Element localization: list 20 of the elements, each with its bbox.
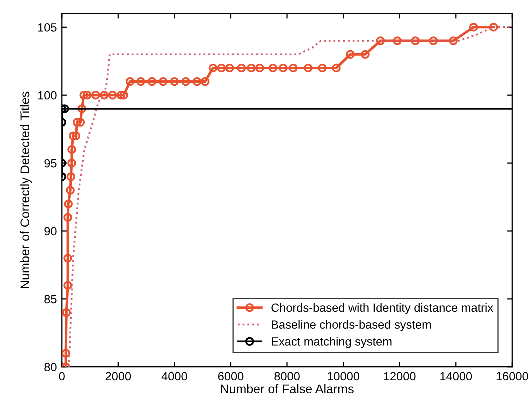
x-tick-label: 16000 (496, 372, 528, 381)
y-axis-title: Number of Correctly Detected Titles (20, 92, 32, 288)
y-tick-label: 85 (44, 295, 57, 304)
y-tick-label: 95 (44, 159, 57, 168)
y-tick-label: 80 (44, 363, 57, 372)
legend-label: Exact matching system (272, 337, 392, 348)
x-tick-label: 12000 (384, 372, 416, 381)
x-tick-label: 2000 (106, 372, 132, 381)
x-tick-label: 8000 (274, 372, 300, 381)
legend-label: Chords-based with Identity distance matrix (272, 303, 494, 314)
x-axis-title: Number of False Alarms (221, 384, 354, 394)
y-tick-label: 100 (38, 91, 57, 100)
x-tick-label: 6000 (218, 372, 244, 381)
legend-label: Baseline chords-based system (272, 320, 432, 332)
x-tick-label: 0 (59, 372, 65, 381)
x-tick-label: 10000 (328, 372, 360, 381)
x-tick-label: 4000 (162, 372, 188, 381)
y-tick-label: 105 (38, 23, 57, 32)
x-tick-label: 14000 (440, 372, 472, 381)
y-tick-label: 90 (44, 227, 57, 236)
